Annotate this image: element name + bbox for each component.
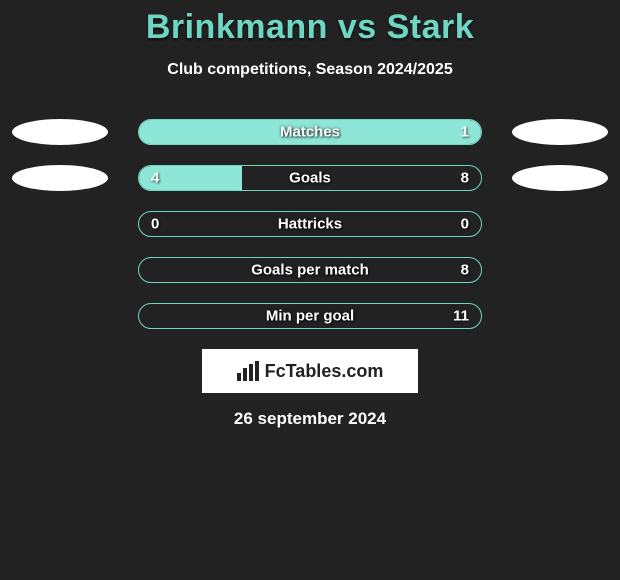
- stat-row: Matches 1: [0, 119, 620, 145]
- stat-value-right: 8: [461, 170, 469, 187]
- footer-logo-text: FcTables.com: [265, 361, 384, 382]
- stat-bar: Min per goal 11: [138, 303, 482, 329]
- player-right-marker: [512, 119, 608, 145]
- footer-logo: FcTables.com: [202, 349, 418, 393]
- page-subtitle: Club competitions, Season 2024/2025: [0, 61, 620, 79]
- stat-bar: Goals per match 8: [138, 257, 482, 283]
- bars-icon: [237, 361, 259, 381]
- stat-rows: Matches 1 4 Goals 8 0 Hattricks 0 Goals per matc…: [0, 119, 620, 329]
- stat-label: Hattricks: [278, 216, 342, 233]
- player-left-marker: [12, 165, 108, 191]
- stat-value-right: 11: [453, 308, 469, 325]
- stat-bar: Matches 1: [138, 119, 482, 145]
- footer-date: 26 september 2024: [0, 409, 620, 429]
- stat-value-right: 1: [461, 124, 469, 141]
- stat-label: Min per goal: [266, 308, 354, 325]
- stat-label: Goals: [289, 170, 331, 187]
- stat-label: Matches: [280, 124, 340, 141]
- stat-label: Goals per match: [251, 262, 369, 279]
- stat-bar: 4 Goals 8: [138, 165, 482, 191]
- stat-bar: 0 Hattricks 0: [138, 211, 482, 237]
- player-left-marker: [12, 119, 108, 145]
- stat-row: 0 Hattricks 0: [0, 211, 620, 237]
- stat-value-left: 4: [151, 170, 159, 187]
- page-title: Brinkmann vs Stark: [0, 8, 620, 47]
- stat-row: 4 Goals 8: [0, 165, 620, 191]
- stat-value-right: 8: [461, 262, 469, 279]
- stat-value-left: 0: [151, 216, 159, 233]
- stat-row: Goals per match 8: [0, 257, 620, 283]
- player-right-marker: [512, 165, 608, 191]
- stat-row: Min per goal 11: [0, 303, 620, 329]
- comparison-container: Brinkmann vs Stark Club competitions, Se…: [0, 0, 620, 429]
- stat-value-right: 0: [461, 216, 469, 233]
